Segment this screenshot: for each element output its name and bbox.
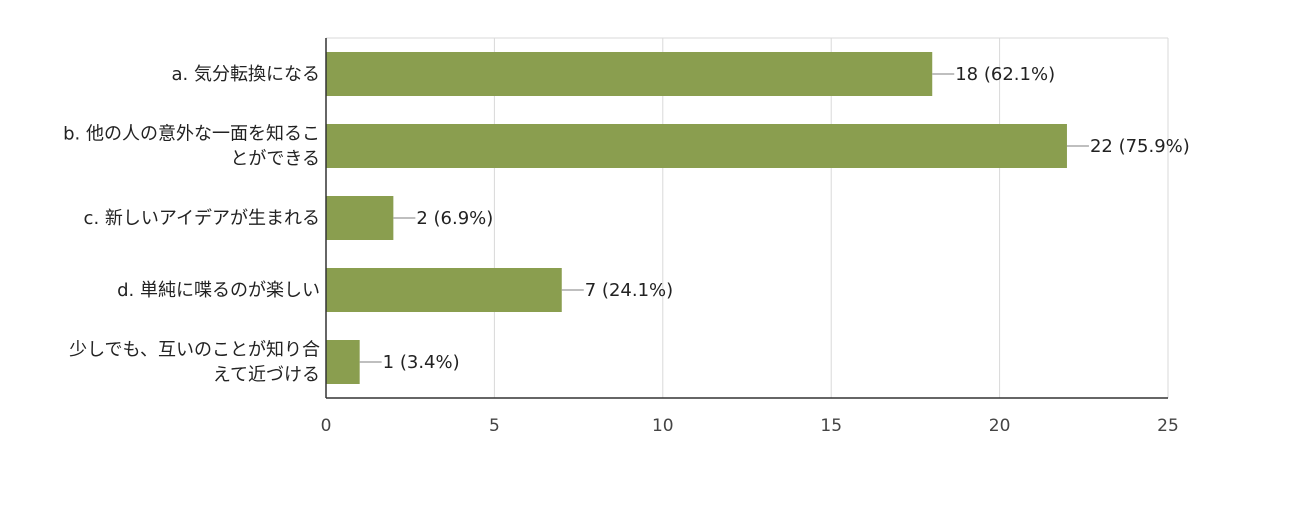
data-label: 1 (3.4%)	[383, 352, 460, 373]
x-tick-label: 10	[652, 416, 674, 436]
data-label: 2 (6.9%)	[416, 208, 493, 229]
bars	[326, 52, 1089, 384]
category-label: c. 新しいアイデアが生まれる	[84, 208, 320, 229]
data-label: 7 (24.1%)	[585, 280, 673, 301]
bar	[326, 268, 562, 312]
category-label: 少しでも、互いのことが知り合	[69, 340, 320, 361]
category-label: えて近づける	[213, 365, 320, 386]
bar	[326, 52, 933, 96]
labels: 0 5 10 15 20 25 18 (62.1%) a. 気分転換になる 22 (75.9%)…	[63, 64, 1190, 436]
category-label: a. 気分転換になる	[172, 64, 320, 85]
category-label: b. 他の人の意外な一面を知るこ	[63, 124, 320, 145]
x-tick-label: 25	[1157, 416, 1179, 436]
x-tick-label: 0	[321, 416, 332, 436]
data-label: 18 (62.1%)	[955, 64, 1055, 85]
bar	[326, 340, 360, 384]
bar	[326, 196, 394, 240]
category-label: d. 単純に喋るのが楽しい	[117, 280, 320, 301]
axes	[325, 38, 1168, 399]
data-label: 22 (75.9%)	[1090, 136, 1190, 157]
gridlines	[326, 37, 1169, 398]
category-label: とができる	[230, 149, 320, 170]
x-tick-label: 20	[989, 416, 1011, 436]
bar	[326, 124, 1067, 168]
x-tick-label: 15	[820, 416, 842, 436]
x-tick-label: 5	[489, 416, 500, 436]
